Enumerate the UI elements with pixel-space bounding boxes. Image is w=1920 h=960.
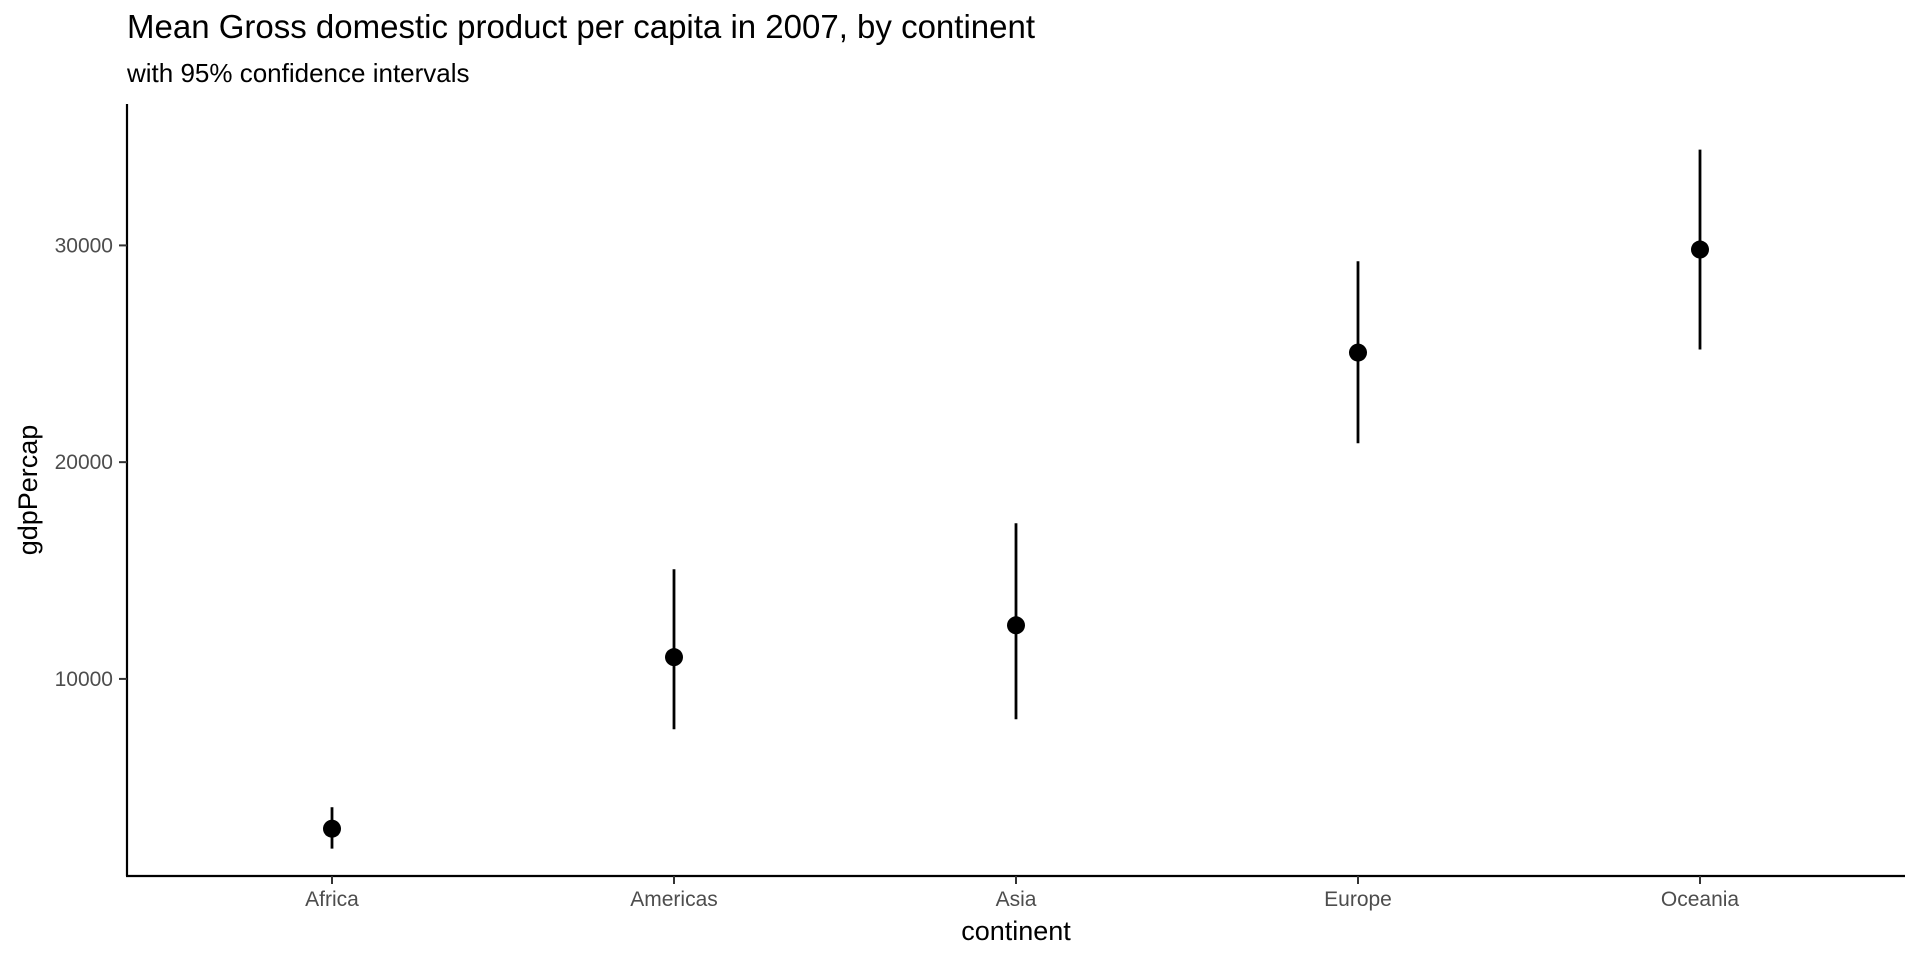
- x-tick-label: Europe: [1324, 888, 1392, 911]
- plot-area: [323, 149, 1709, 849]
- y-tick-label: 10000: [55, 668, 113, 691]
- data-point-oceania: [1691, 240, 1709, 259]
- chart-title: Mean Gross domestic product per capita i…: [127, 8, 1035, 45]
- chart-subtitle: with 95% confidence intervals: [126, 58, 470, 88]
- x-axis-ticks: Africa Americas Asia Europe Oceania: [305, 876, 1739, 911]
- x-tick-label: Asia: [996, 888, 1037, 911]
- x-tick-label: Americas: [630, 888, 718, 911]
- data-point-europe: [1349, 343, 1367, 362]
- x-tick-label: Oceania: [1661, 888, 1740, 911]
- data-point-africa: [323, 819, 341, 838]
- y-tick-label: 20000: [55, 451, 113, 474]
- y-tick-label: 30000: [55, 234, 113, 257]
- data-point-americas: [665, 648, 683, 667]
- y-axis-title: gdpPercap: [13, 425, 43, 556]
- data-point-asia: [1007, 616, 1025, 635]
- x-tick-label: Africa: [305, 888, 359, 911]
- x-axis-title: continent: [961, 916, 1071, 946]
- y-axis-ticks: 10000 20000 30000: [55, 234, 127, 691]
